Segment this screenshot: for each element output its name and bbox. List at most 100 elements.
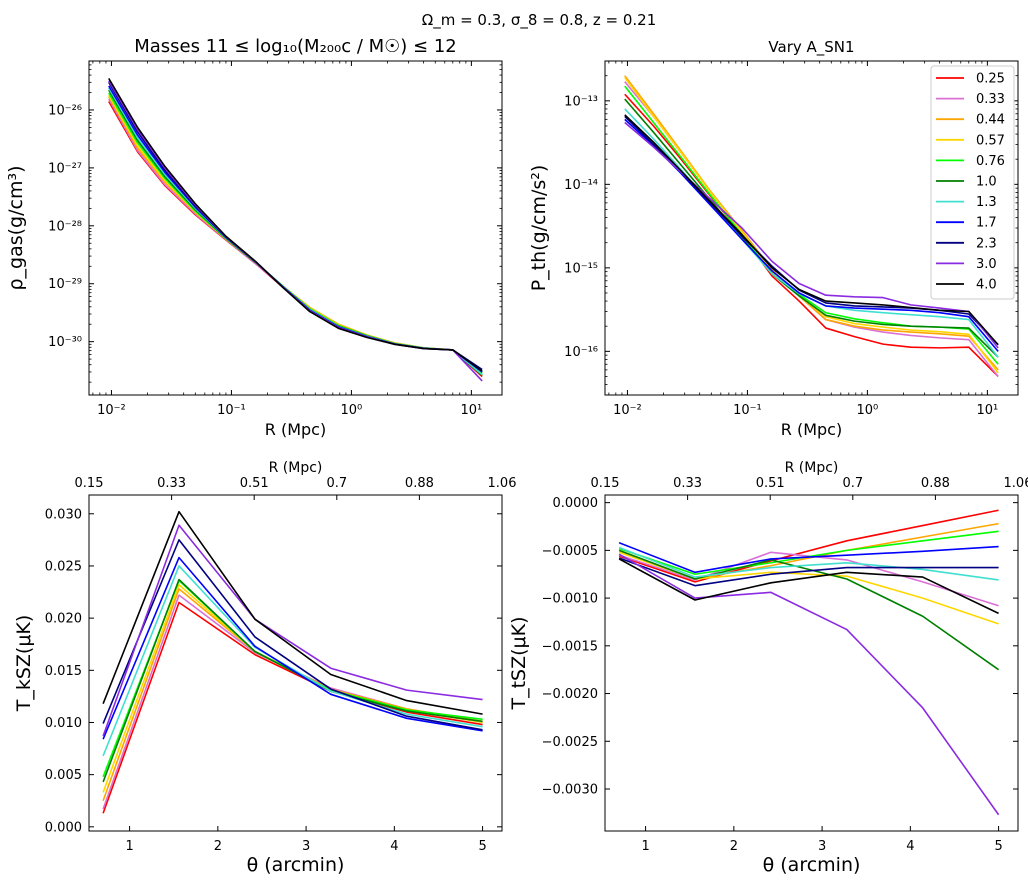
top-tick-label: 1.06 [488,476,517,491]
x-tick-label: 10⁻¹ [217,403,246,418]
y-tick-label: −0.0025 [542,735,598,750]
y-tick-label: 10⁻¹³ [564,94,598,109]
x-tick-label: 5 [994,839,1002,854]
x-tick-label: 3 [818,839,826,854]
top-tick-label: 0.15 [591,476,620,491]
series-line-1.3 [102,565,483,757]
series-line-0.33 [108,98,483,375]
y-tick-label: 10⁻²⁸ [48,219,82,234]
chart-tsz: 1 2 3 4 5 0.0000 −0.0005 −0.0010 −0.0015 −0.0020 −… [508,460,1028,876]
series-line-0.76 [102,579,483,778]
y-tick-label: 0.010 [45,716,82,731]
y-tick-label: 10⁻¹⁵ [564,261,598,276]
y-axis-label: T_tSZ(μK) [508,616,530,710]
series-line-2.3 [102,539,483,731]
series-line-1.7 [102,556,483,740]
x-tick-label: 1 [125,839,133,854]
y-tick-label: 0.020 [45,612,82,627]
chart-title: Vary A_SN1 [768,38,854,57]
axes-frame [88,60,503,396]
legend-label: 0.57 [976,133,1005,148]
x-tick-label: 10⁰ [341,403,363,418]
top-tick-label: 0.15 [75,476,104,491]
legend-label: 1.0 [976,175,997,190]
axes-frame [88,494,503,832]
x-axis-label: θ (arcmin) [763,854,861,876]
y-tick-label: 10⁻²⁹ [48,277,82,292]
y-tick-label: 10⁻²⁷ [48,161,82,176]
figure-suptitle: Ω_m = 0.3, σ_8 = 0.8, z = 0.21 [422,11,657,30]
top-tick-label: 0.7 [842,476,863,491]
series-line-0.25 [618,509,999,583]
series-line-1.7 [618,541,999,574]
x-tick-label: 10⁻¹ [733,403,762,418]
top-tick-label: 0.88 [921,476,950,491]
y-tick-label: −0.0020 [542,687,598,702]
series-line-4.0 [624,114,999,346]
y-tick-label: −0.0005 [542,544,598,559]
top-tick-label: 0.7 [326,476,347,491]
x-tick-label: 5 [478,839,486,854]
y-tick-label: −0.0010 [542,592,598,607]
x-tick-label: 4 [390,839,398,854]
x-tick-label: 10¹ [460,403,482,418]
top-tick-label: 0.88 [405,476,434,491]
legend-label: 0.25 [976,72,1005,87]
series-line-1.3 [108,87,483,376]
y-axis-label: ρ_gas(g/cm³) [5,165,27,290]
y-axis-label: T_kSZ(μK) [13,615,35,713]
legend-label: 0.76 [976,154,1005,169]
legend-label: 2.3 [976,236,997,251]
series-line-0.25 [108,101,483,378]
legend: 0.25 0.33 0.44 0.57 0.76 1.0 1.3 1.7 2.3 3.0 4.0 [930,65,1015,300]
series-line-1.0 [624,98,999,358]
legend-label: 0.44 [976,113,1005,128]
y-tick-label: 10⁻¹⁴ [564,178,598,193]
top-axis-label: R (Mpc) [269,460,323,476]
series-group [108,78,483,382]
series-line-0.44 [108,96,483,373]
series-group [102,510,483,814]
x-tick-label: 3 [302,839,310,854]
top-tick-label: 0.51 [756,476,785,491]
series-line-1.0 [102,578,483,783]
x-tick-label: 10⁻² [613,403,642,418]
series-line-0.76 [108,92,483,375]
top-tick-label: 0.33 [157,476,186,491]
series-line-1.7 [108,85,483,373]
x-tick-label: 10⁻² [97,403,126,418]
chart-title: Masses 11 ≤ log₁₀(M₂₀₀c / M☉) ≤ 12 [134,36,457,57]
chart-pth: 10⁻² 10⁻¹ 10⁰ 10¹ 10⁻¹⁶ 10⁻¹⁵ 10⁻¹⁴ 10⁻¹³ R (Mpc… [528,38,1019,439]
top-tick-label: 0.33 [673,476,702,491]
series-line-0.44 [102,588,483,802]
y-tick-label: 0.025 [45,559,82,574]
series-line-3.0 [108,80,483,382]
series-line-2.3 [618,557,999,587]
series-line-1.0 [618,549,1000,671]
y-tick-label: 10⁻²⁶ [48,103,82,118]
x-tick-label: 2 [214,839,222,854]
legend-box [930,65,1015,300]
y-tick-label: −0.0015 [542,639,598,654]
legend-label: 1.7 [976,216,997,231]
x-tick-label: 10¹ [976,403,998,418]
series-group [618,509,1000,816]
y-tick-label: −0.0030 [542,783,598,798]
legend-label: 1.3 [976,195,997,210]
y-axis-label: P_th(g/cm/s²) [528,165,550,292]
y-tick-label: 10⁻³⁰ [48,335,82,350]
series-line-1.0 [108,89,483,377]
y-tick-label: 0.000 [45,820,82,835]
x-axis-label: R (Mpc) [265,420,326,439]
series-line-0.33 [102,594,483,810]
y-tick-label: 0.015 [45,664,82,679]
x-tick-label: 1 [641,839,649,854]
chart-rho: 10⁻² 10⁻¹ 10⁰ 10¹ 10⁻³⁰ 10⁻²⁹ 10⁻²⁸ 10⁻²⁷ 10⁻²⁶ R… [5,36,503,439]
series-line-0.25 [624,93,999,378]
series-line-0.57 [108,94,483,374]
y-tick-label: 0.0000 [553,496,599,511]
x-tick-label: 2 [730,839,738,854]
series-line-4.0 [108,78,483,372]
series-line-0.57 [102,583,483,793]
